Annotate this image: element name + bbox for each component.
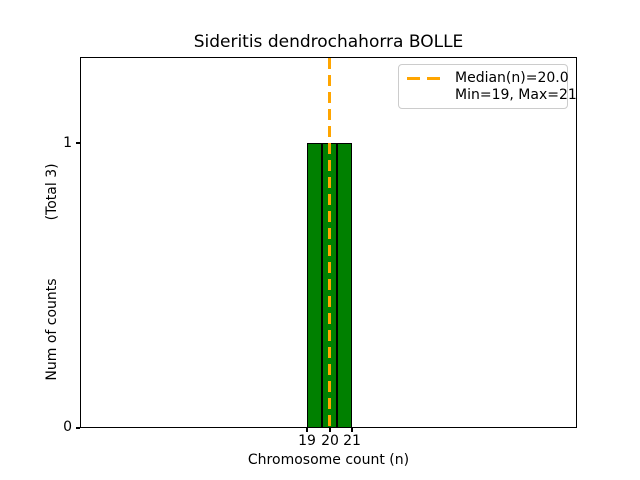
y-axis-label-counts: Num of counts <box>44 278 60 381</box>
histogram-bar-bin3 <box>337 143 352 428</box>
y-axis-label: Num of counts (Total 3) <box>44 163 60 380</box>
chart-title: Sideritis dendrochahorra BOLLE <box>193 32 464 52</box>
histogram-bar-bin1 <box>307 143 322 428</box>
y-tick-label-1: 1 <box>63 135 72 151</box>
x-tick-label-19: 19 <box>298 433 316 449</box>
x-tick-label-20: 20 <box>321 433 339 449</box>
legend-empty-sample <box>407 93 443 96</box>
x-tick-label-21: 21 <box>343 433 361 449</box>
y-tick-mark-1 <box>76 142 80 144</box>
x-tick-mark-21 <box>351 428 353 432</box>
legend: Median(n)=20.0 Min=19, Max=21 <box>398 64 577 109</box>
dashed-line-icon <box>407 76 443 80</box>
legend-item-median: Median(n)=20.0 <box>407 70 569 87</box>
legend-label-median: Median(n)=20.0 <box>455 70 569 87</box>
x-axis-label: Chromosome count (n) <box>247 452 410 468</box>
y-axis-label-total: (Total 3) <box>44 163 60 221</box>
y-tick-mark-0 <box>76 427 80 429</box>
x-tick-mark-19 <box>306 428 308 432</box>
x-tick-mark-20 <box>329 428 331 432</box>
legend-label-minmax: Min=19, Max=21 <box>455 86 577 103</box>
median-dashed-line <box>328 58 331 428</box>
y-tick-label-0: 0 <box>63 419 72 435</box>
legend-item-minmax: Min=19, Max=21 <box>407 87 577 104</box>
